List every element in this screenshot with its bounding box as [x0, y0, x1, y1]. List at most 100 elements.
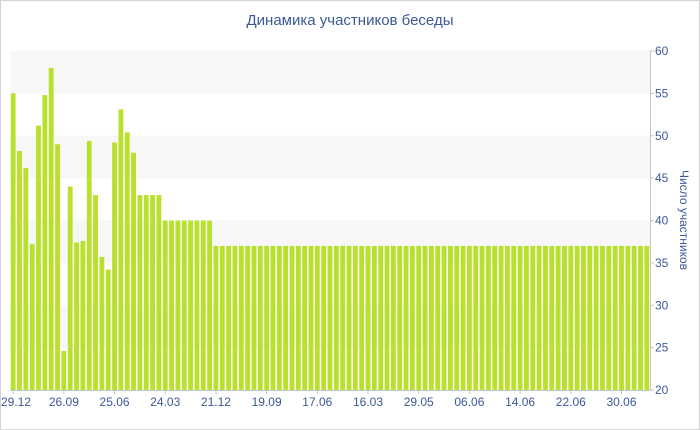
bar [384, 245, 390, 390]
bar [23, 167, 29, 390]
x-tick-label: 16.03 [353, 395, 383, 409]
bar [264, 245, 270, 390]
bar [441, 245, 447, 390]
bar [118, 109, 124, 390]
bar [74, 242, 79, 390]
bar [67, 186, 73, 390]
x-tick-label: 17.06 [302, 395, 332, 409]
bar [55, 144, 60, 390]
bar [359, 245, 365, 390]
x-tick-labels: 29.12 26.09 25.06 24.03 21.12 19.09 17.06 16.03… [1, 390, 637, 409]
bar [454, 245, 460, 390]
x-tick-label: 29.12 [1, 395, 31, 409]
bar [498, 245, 504, 390]
bar [549, 245, 555, 390]
bar [42, 95, 48, 390]
bar [524, 245, 529, 390]
bar [105, 269, 111, 390]
bar [219, 245, 225, 390]
bar [403, 245, 409, 390]
bar [378, 245, 384, 390]
bar [10, 93, 16, 390]
bar [137, 195, 143, 390]
y-tick-label: 60 [655, 44, 669, 58]
bar [143, 195, 149, 390]
bar [612, 245, 618, 390]
grid-band [10, 51, 650, 94]
bar [314, 245, 320, 390]
bar [112, 142, 117, 390]
bar [536, 245, 542, 390]
bar [365, 245, 371, 390]
bar [99, 256, 105, 390]
bar [587, 245, 593, 390]
grid-band [10, 135, 650, 179]
bar [460, 245, 466, 390]
bar [124, 132, 130, 391]
bar [213, 245, 219, 390]
bar [29, 244, 35, 390]
bar [390, 245, 396, 390]
bar [80, 240, 86, 390]
bar [568, 245, 574, 390]
bar [175, 220, 181, 390]
y-tick-label: 25 [655, 341, 669, 355]
bars [10, 67, 650, 391]
bar [517, 245, 523, 390]
bar [270, 245, 276, 390]
bar [631, 245, 637, 390]
x-tick-label: 22.06 [556, 395, 586, 409]
bar [188, 220, 194, 390]
bar [194, 220, 200, 390]
bar [245, 245, 251, 390]
y-tick-label: 50 [655, 129, 669, 143]
y-tick-label: 35 [655, 256, 669, 270]
x-tick-label: 25.06 [100, 395, 130, 409]
y-tick-label: 40 [655, 214, 669, 228]
x-tick-label: 19.09 [252, 395, 282, 409]
chart-title: Динамика участников беседы [246, 12, 454, 29]
x-tick-label: 26.09 [49, 395, 79, 409]
x-tick-label: 06.06 [454, 395, 484, 409]
bar [308, 245, 314, 390]
bar [371, 245, 377, 390]
bar [169, 220, 174, 390]
bar [93, 195, 98, 390]
x-tick-label: 29.05 [404, 395, 434, 409]
x-tick-label: 21.12 [201, 395, 231, 409]
bar [302, 245, 308, 390]
bar [346, 245, 352, 390]
x-tick-label: 14.06 [505, 395, 535, 409]
y-axis-label: Число участников [677, 170, 691, 270]
bar [86, 140, 92, 390]
bar [289, 245, 295, 390]
bar [397, 245, 403, 390]
bar [625, 245, 631, 390]
bar [619, 245, 624, 390]
bar [492, 245, 498, 390]
bar [638, 245, 643, 390]
bar [156, 195, 162, 390]
bar [606, 245, 612, 390]
bar [581, 245, 586, 390]
bar [131, 152, 136, 390]
bar [283, 245, 289, 390]
bar [543, 245, 548, 390]
bar [435, 245, 441, 390]
bar [428, 245, 434, 390]
bar [600, 245, 605, 390]
bar [555, 245, 561, 390]
bar [511, 245, 517, 390]
bar [17, 151, 22, 390]
y-tick-label: 30 [655, 298, 669, 312]
y-tick-label: 45 [655, 171, 669, 185]
bar [327, 245, 333, 390]
bar [181, 220, 187, 390]
bar [473, 245, 479, 390]
x-tick-label: 30.06 [606, 395, 636, 409]
bar [238, 245, 244, 390]
bar [333, 245, 339, 390]
bar [447, 245, 453, 390]
bar [321, 245, 327, 390]
y-tick-labels: 20 25 30 35 40 45 50 55 60 [650, 44, 669, 397]
